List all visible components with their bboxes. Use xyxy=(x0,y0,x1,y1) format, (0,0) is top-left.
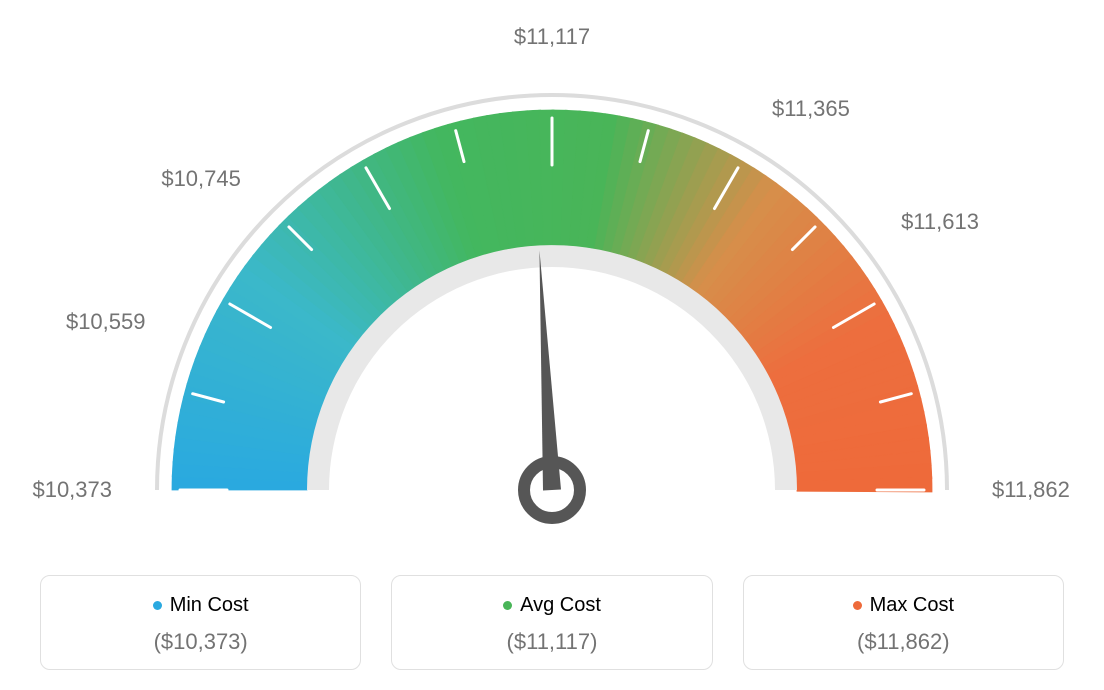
legend-card-min: Min Cost ($10,373) xyxy=(40,575,361,670)
cost-gauge-chart: $10,373 $10,559 $10,745 $11,117 $11,365 $11,6… xyxy=(0,0,1104,690)
dot-icon xyxy=(503,601,512,610)
legend-title-avg: Avg Cost xyxy=(503,594,601,617)
legend-title-label: Max Cost xyxy=(870,594,954,617)
gauge-tick-label: $11,862 xyxy=(992,477,1070,503)
legend-card-avg: Avg Cost ($11,117) xyxy=(391,575,712,670)
legend-title-label: Min Cost xyxy=(170,594,249,617)
legend-value-min: ($10,373) xyxy=(51,629,350,655)
gauge-tick-label: $11,613 xyxy=(901,209,979,235)
dot-icon xyxy=(153,601,162,610)
dot-icon xyxy=(853,601,862,610)
gauge-tick-label: $10,559 xyxy=(66,309,146,335)
gauge-area: $10,373 $10,559 $10,745 $11,117 $11,365 $11,6… xyxy=(0,0,1104,540)
legend-title-min: Min Cost xyxy=(153,594,249,617)
legend-row: Min Cost ($10,373) Avg Cost ($11,117) Ma… xyxy=(0,575,1104,670)
gauge-tick-label: $10,745 xyxy=(161,166,241,192)
legend-value-max: ($11,862) xyxy=(754,629,1053,655)
legend-title-max: Max Cost xyxy=(853,594,954,617)
gauge-tick-label: $10,373 xyxy=(32,477,112,503)
gauge-tick-label: $11,365 xyxy=(772,96,850,122)
gauge-tick-label: $11,117 xyxy=(514,24,590,50)
gauge-svg xyxy=(0,0,1104,540)
legend-card-max: Max Cost ($11,862) xyxy=(743,575,1064,670)
legend-title-label: Avg Cost xyxy=(520,594,601,617)
legend-value-avg: ($11,117) xyxy=(402,629,701,655)
